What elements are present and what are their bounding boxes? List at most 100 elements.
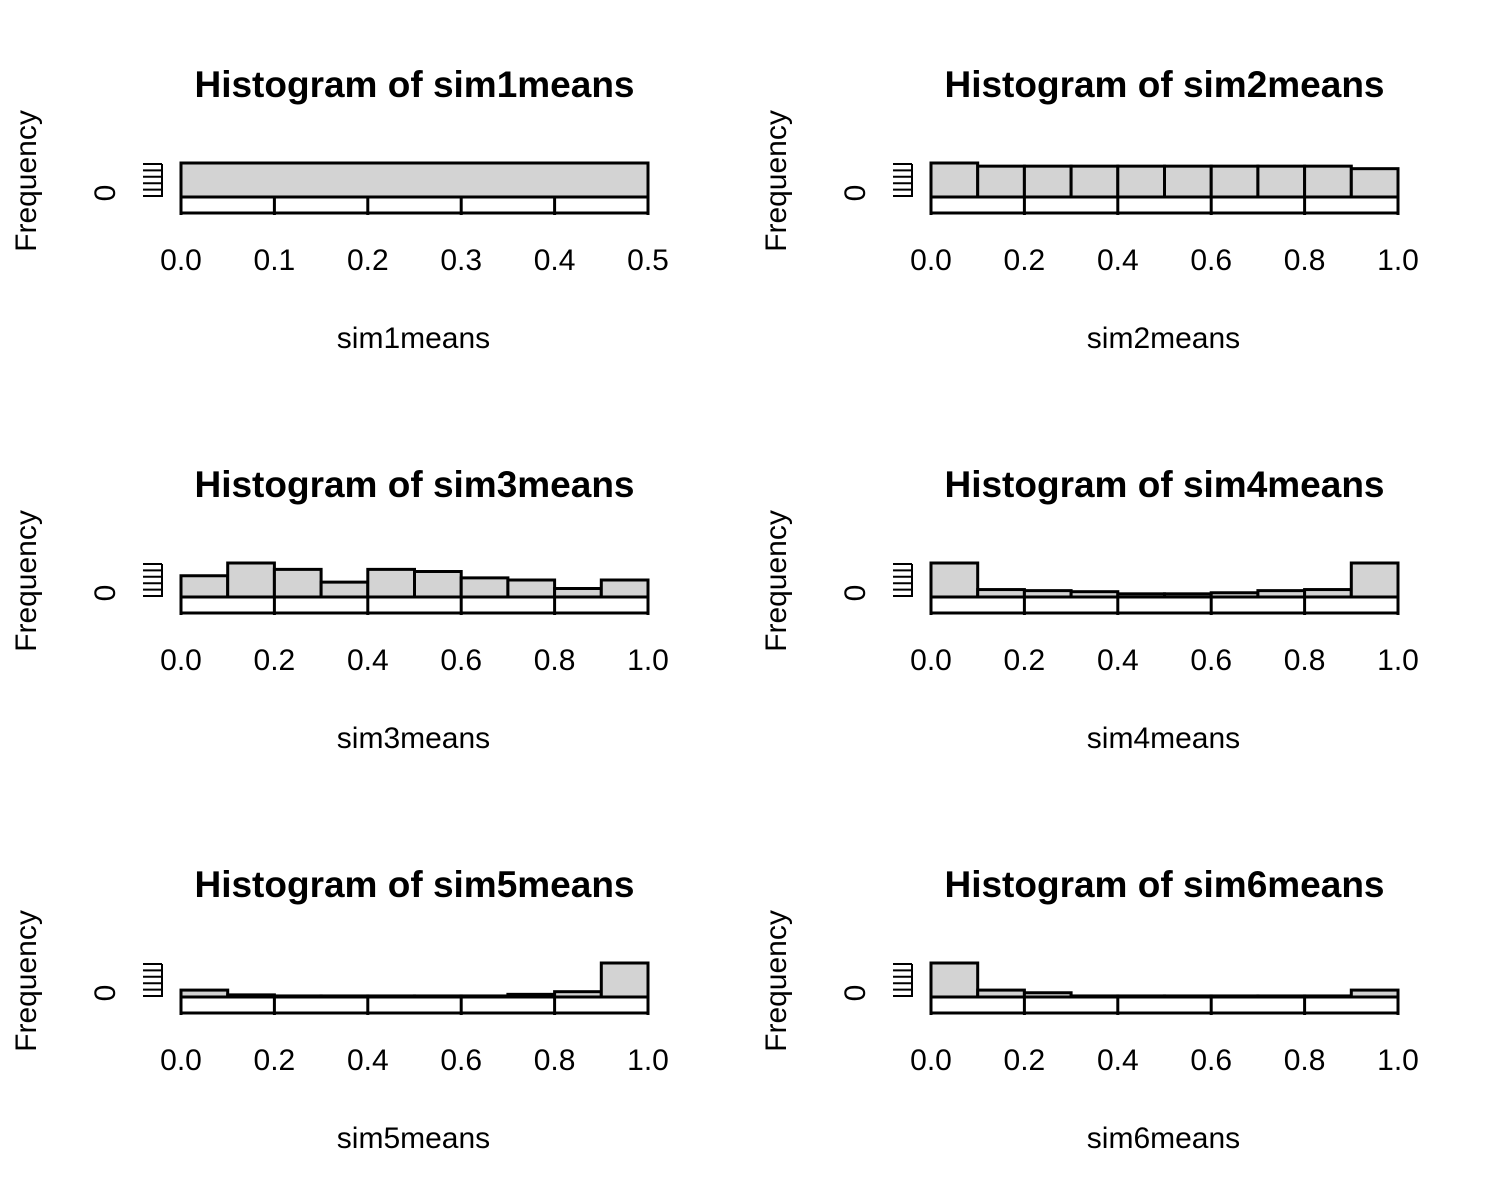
histogram-bar (319, 994, 370, 999)
histogram-bar (1256, 589, 1307, 599)
histogram-bar (976, 164, 1026, 199)
histogram-bar (553, 587, 603, 599)
y-tick-label: 0 (89, 185, 122, 202)
x-tick-label: 0.5 (627, 244, 669, 277)
x-tick-label: 0.2 (347, 244, 389, 277)
histogram-bar (1209, 994, 1260, 999)
x-tick-label: 0.0 (910, 644, 952, 677)
x-tick-label: 0.8 (1284, 244, 1326, 277)
x-axis-label: sim6means (1087, 1122, 1240, 1155)
histogram-bar (929, 161, 980, 199)
x-tick-label: 1.0 (1377, 1044, 1419, 1077)
x-tick-label: 0.6 (440, 1044, 482, 1077)
histogram-bar (929, 561, 980, 599)
x-tick-label: 0.8 (534, 644, 576, 677)
histogram-bar (459, 994, 510, 999)
x-tick-label: 0.6 (1190, 244, 1232, 277)
y-tick-label: 0 (89, 585, 122, 602)
histogram-panel: Histogram of sim6means 0.0 0.2 0.4 0.6 0.8 1.0… (760, 864, 1419, 1155)
y-axis-label: Frequency (760, 910, 793, 1052)
x-axis-label: sim5means (337, 1122, 490, 1155)
histogram-bar (506, 578, 557, 599)
histogram-bar (1303, 164, 1353, 199)
histogram-panel: Histogram of sim4means 0.0 0.2 0.4 0.6 0.8 1.0… (760, 464, 1419, 755)
histogram-bar (179, 161, 650, 199)
histogram-bar (1069, 164, 1120, 199)
x-tick-label: 0.1 (254, 244, 296, 277)
histogram-bar (413, 570, 463, 599)
x-tick-label: 0.8 (1284, 644, 1326, 677)
x-tick-label: 0.0 (160, 644, 202, 677)
x-tick-label: 1.0 (1377, 644, 1419, 677)
x-tick-label: 0.6 (1190, 1044, 1232, 1077)
x-tick-label: 0.2 (1004, 1044, 1046, 1077)
histogram-bar (272, 994, 323, 999)
histogram-bar (929, 961, 980, 999)
histogram-bar (226, 993, 276, 999)
y-axis-label: Frequency (10, 110, 43, 252)
histogram-bar (1116, 164, 1166, 199)
y-tick-label: 0 (839, 985, 872, 1002)
histogram-bar (599, 961, 650, 999)
histogram-bar (366, 994, 416, 999)
histogram-bar (976, 988, 1026, 999)
histogram-bar (226, 561, 276, 599)
chart-title: Histogram of sim5means (194, 864, 634, 905)
x-tick-label: 0.2 (254, 644, 296, 677)
x-tick-label: 0.4 (347, 644, 389, 677)
y-tick-label: 0 (839, 185, 872, 202)
y-tick-label: 0 (839, 585, 872, 602)
histogram-bar (1022, 991, 1073, 999)
histogram-bar (1022, 164, 1073, 199)
histogram-bar (1303, 994, 1353, 999)
x-axis-label: sim1means (337, 322, 490, 355)
histogram-bar (1303, 588, 1353, 599)
histogram-bar (553, 990, 603, 999)
chart-title: Histogram of sim2means (944, 64, 1384, 105)
chart-title: Histogram of sim1means (194, 64, 634, 105)
x-tick-label: 0.4 (1097, 1044, 1139, 1077)
x-tick-label: 0.2 (1004, 244, 1046, 277)
chart-title: Histogram of sim4means (944, 464, 1384, 505)
x-tick-label: 0.0 (160, 1044, 202, 1077)
histogram-bar (1116, 592, 1166, 599)
histogram-bar (1163, 164, 1213, 199)
x-tick-label: 0.2 (1004, 644, 1046, 677)
x-axis-label: sim4means (1087, 722, 1240, 755)
x-tick-label: 1.0 (627, 1044, 669, 1077)
histogram-bar (1349, 988, 1400, 999)
y-axis-label: Frequency (760, 110, 793, 252)
histogram-bar (976, 588, 1026, 599)
x-tick-label: 0.6 (440, 644, 482, 677)
histogram-bar (1069, 590, 1120, 599)
x-tick-label: 0.0 (910, 1044, 952, 1077)
histogram-panel: Histogram of sim2means 0.0 0.2 0.4 0.6 0.8 1.0… (760, 64, 1419, 355)
x-tick-label: 0.0 (160, 244, 202, 277)
histogram-bar (1022, 589, 1073, 599)
histogram-bar (1256, 164, 1307, 199)
histogram-bar (366, 567, 416, 599)
histogram-panel: Histogram of sim1means 0.0 0.1 0.2 0.3 0.4 0.5… (10, 64, 669, 355)
chart-title: Histogram of sim6means (944, 864, 1384, 905)
x-tick-label: 0.3 (440, 244, 482, 277)
histogram-bar (1163, 592, 1213, 599)
histogram-bar (179, 574, 230, 599)
x-tick-label: 0.4 (1097, 644, 1139, 677)
histogram-bar (1349, 167, 1400, 199)
histogram-bar (179, 988, 230, 999)
histogram-bar (1209, 164, 1260, 199)
x-tick-label: 1.0 (1377, 244, 1419, 277)
histogram-bar (599, 578, 650, 599)
histogram-panel: Histogram of sim3means 0.0 0.2 0.4 0.6 0.8 1.0… (10, 464, 669, 755)
histogram-bar (1069, 994, 1120, 999)
histogram-bar (459, 576, 510, 599)
histogram-panel: Histogram of sim5means 0.0 0.2 0.4 0.6 0.8 1.0… (10, 864, 669, 1155)
y-tick-label: 0 (89, 985, 122, 1002)
x-axis-label: sim3means (337, 722, 490, 755)
histogram-bar (319, 580, 370, 599)
y-axis-label: Frequency (10, 510, 43, 652)
x-tick-label: 0.8 (1284, 1044, 1326, 1077)
x-axis-label: sim2means (1087, 322, 1240, 355)
x-tick-label: 0.0 (910, 244, 952, 277)
